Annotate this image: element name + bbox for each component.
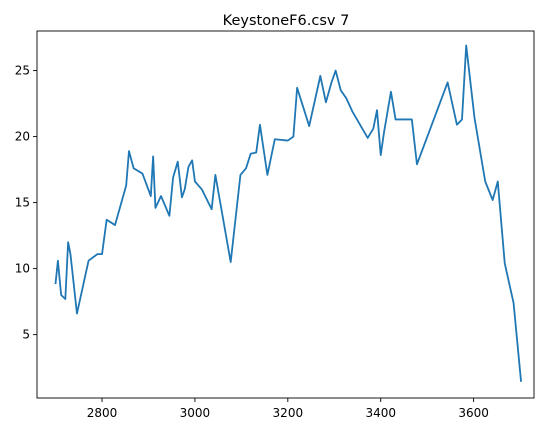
plot-area-frame — [36, 30, 535, 399]
y-tick-label: 5 — [22, 328, 30, 342]
y-tick-label: 10 — [15, 262, 30, 276]
y-tick-label: 15 — [15, 196, 30, 210]
x-tick-label: 3600 — [458, 406, 489, 420]
x-tick-label: 3400 — [365, 406, 396, 420]
x-tick-label: 2800 — [87, 406, 118, 420]
x-axis: 2800 3000 3200 3400 3600 — [87, 398, 489, 420]
y-tick-label: 20 — [15, 130, 30, 144]
y-axis: 5 10 15 20 25 — [15, 64, 37, 342]
series-layer — [54, 44, 522, 382]
series-line — [54, 44, 522, 382]
x-tick-label: 3200 — [273, 406, 304, 420]
x-tick-label: 3000 — [180, 406, 211, 420]
chart-title: KeystoneF6.csv 7 — [223, 13, 350, 29]
y-tick-label: 25 — [15, 64, 30, 78]
